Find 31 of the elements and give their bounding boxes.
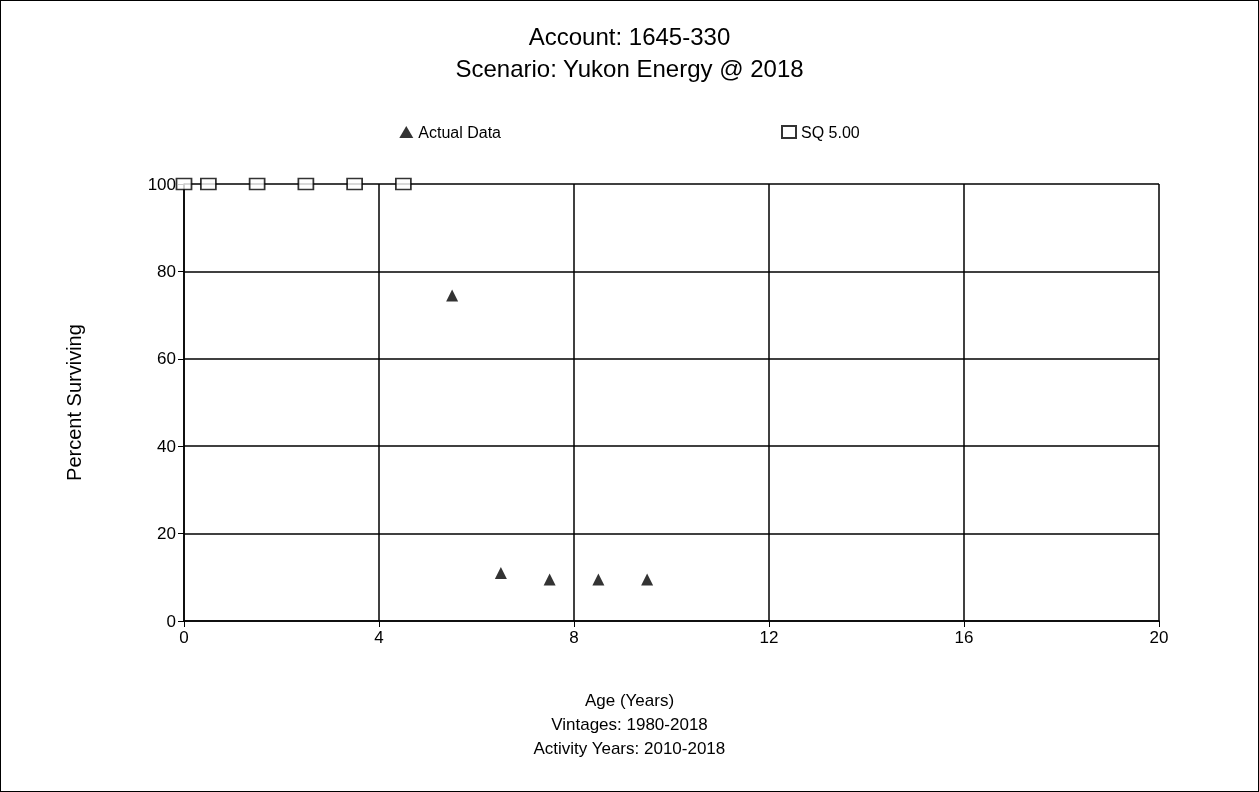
chart-title: Account: 1645-330 [528,22,731,50]
chart-subtitle: Scenario: Yukon Energy @ 2018 [455,54,804,82]
point [641,573,654,586]
point [346,177,363,191]
legend-label: Actual Data [418,123,502,141]
x-tick-label: 0 [179,628,189,647]
point [446,289,459,302]
y-tick-label: 40 [157,436,176,456]
x-tick-label: 16 [954,628,974,647]
x-tick-label: 12 [759,628,779,647]
text: Activity Years: 2010-2018 [533,739,726,758]
point [200,177,217,191]
legend-label: SQ 5.00 [801,123,860,141]
x-tick-label: 4 [374,628,384,647]
y-tick-label: 80 [157,261,176,281]
x-axis-title: Age (Years) [584,691,675,710]
point [395,177,412,191]
point [543,573,556,586]
point [248,177,266,191]
y-tick-label: 100 [147,174,176,194]
text: Vintages: 1980-2018 [551,715,708,734]
point [175,177,193,191]
x-tick-label: 8 [569,628,579,647]
point [494,566,507,579]
y-tick-label: 0 [166,611,176,631]
y-axis-title: Percent Surviving [63,324,85,481]
point [592,573,605,586]
point [297,177,315,191]
y-tick-label: 20 [157,524,176,544]
x-tick-label: 20 [1149,628,1169,647]
y-tick-label: 60 [157,349,176,369]
